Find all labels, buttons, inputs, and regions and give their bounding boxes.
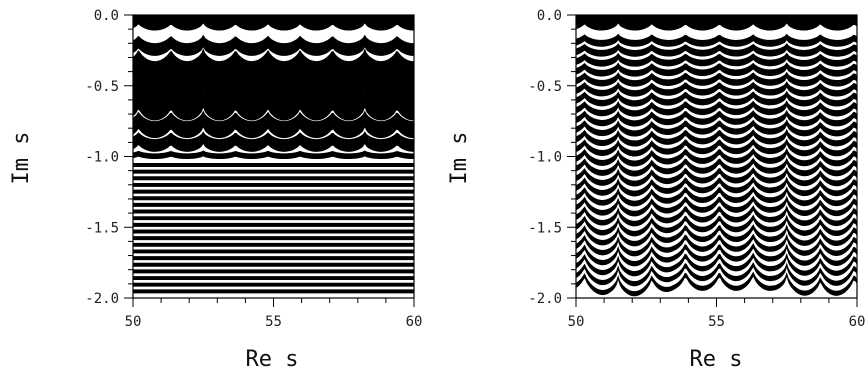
left-fringe-band-straight [133, 182, 414, 187]
right-fringe-band-wavy [576, 100, 857, 117]
right-fringe-band-wavy [576, 148, 857, 167]
right-x-ticks: 50 55 60 [568, 298, 866, 330]
left-fringe-band-straight [133, 169, 414, 174]
right-fringe-band-wavy [576, 33, 857, 47]
left-fringe-bands [133, 15, 414, 294]
left-y-ticks: 0.0 -0.5 -1.0 -1.5 -2.0 [85, 8, 133, 307]
right-x-tick-label: 55 [708, 314, 725, 330]
left-fringe-band-straight [133, 176, 414, 181]
right-fringe-bands [576, 15, 857, 297]
right-y-axis-title: Im s [447, 132, 472, 185]
left-fringe-band-straight [133, 289, 414, 294]
left-x-tick-label: 50 [125, 314, 142, 330]
right-y-ticks: 0.0 -0.5 -1.0 -1.5 -2.0 [528, 8, 576, 307]
left-y-axis-title: Im s [9, 132, 34, 185]
left-fringe-band-top [133, 15, 414, 31]
left-fringe-band-straight [133, 216, 414, 221]
left-fringe-band-wavy [133, 88, 414, 121]
left-fringe-band-wavy [133, 34, 414, 56]
right-fringe-band-wavy [576, 62, 857, 77]
left-y-tick-label: -0.5 [85, 79, 119, 95]
right-fringe-band-wavy [576, 176, 857, 197]
right-y-tick-label: -1.5 [528, 220, 562, 236]
right-y-tick-label: -0.5 [528, 79, 562, 95]
right-fringe-band-wavy [576, 186, 857, 207]
left-y-tick-label: 0.0 [94, 8, 119, 24]
left-fringe-band-straight [133, 189, 414, 194]
left-fringe-band-wavy [133, 48, 414, 81]
left-fringe-band-straight [133, 249, 414, 254]
right-y-tick-label: -2.0 [528, 291, 562, 307]
left-fringe-band-straight [133, 262, 414, 267]
panel-left: 0.0 -0.5 -1.0 -1.5 -2.0 50 55 60 Im s Re s [9, 8, 422, 372]
left-y-tick-label: -1.5 [85, 220, 119, 236]
right-fringe-band-wavy [576, 271, 857, 297]
right-fringe-band-wavy [576, 157, 857, 177]
right-fringe-band-wavy [576, 71, 857, 87]
left-fringe-band-straight [133, 242, 414, 247]
right-fringe-band-wavy [576, 224, 857, 247]
left-fringe-band-straight [133, 229, 414, 234]
left-fringe-band-straight [133, 236, 414, 241]
right-fringe-band-wavy [576, 138, 857, 157]
right-fringe-band-wavy [576, 243, 857, 267]
right-fringe-band-wavy [576, 262, 857, 287]
left-fringe-band-wavy [133, 67, 414, 102]
right-fringe-band-wavy [576, 119, 857, 137]
right-fringe-band-wavy [576, 109, 857, 127]
right-y-tick-label: 0.0 [537, 8, 562, 24]
left-fringe-band-straight [133, 163, 414, 167]
right-fringe-band-wavy [576, 233, 857, 257]
right-fringe-band-wavy [576, 167, 857, 187]
panel-right: 0.0 -0.5 -1.0 -1.5 -2.0 50 55 60 Im s Re s [447, 8, 865, 372]
left-fringe-band-straight [133, 282, 414, 287]
right-fringe-band-wavy [576, 252, 857, 277]
left-x-ticks: 50 55 60 [125, 298, 423, 330]
left-fringe-band-straight [133, 269, 414, 274]
right-fringe-band-top [576, 15, 857, 31]
left-fringe-band-straight [133, 256, 414, 261]
left-fringe-band-wavy [133, 131, 414, 152]
right-fringe-band-wavy [576, 43, 857, 57]
right-fringe-band-wavy [576, 128, 857, 147]
left-fringe-band-straight [133, 222, 414, 227]
left-fringe-band-straight [133, 196, 414, 201]
left-fringe-band-straight [133, 209, 414, 214]
left-fringe-band-straight [133, 276, 414, 281]
left-x-axis-title: Re s [246, 347, 299, 372]
left-fringe-band-wavy [133, 110, 414, 139]
right-fringe-band-wavy [576, 81, 857, 97]
left-fringe-band-straight [133, 202, 414, 207]
right-fringe-band-wavy [576, 195, 857, 217]
left-fringe-band-wavy [133, 150, 414, 160]
left-y-tick-label: -1.0 [85, 150, 119, 166]
right-x-tick-label: 60 [849, 314, 866, 330]
right-fringe-band-wavy [576, 205, 857, 227]
left-x-tick-label: 55 [265, 314, 282, 330]
right-x-tick-label: 50 [568, 314, 585, 330]
right-y-tick-label: -1.0 [528, 150, 562, 166]
left-y-tick-label: -2.0 [85, 291, 119, 307]
right-fringe-band-wavy [576, 214, 857, 237]
right-plot-area [576, 15, 857, 297]
right-fringe-band-wavy [576, 52, 857, 67]
right-fringe-band-wavy [576, 90, 857, 107]
left-x-tick-label: 60 [406, 314, 423, 330]
left-plot-area [133, 15, 414, 294]
right-x-axis-title: Re s [690, 347, 743, 372]
